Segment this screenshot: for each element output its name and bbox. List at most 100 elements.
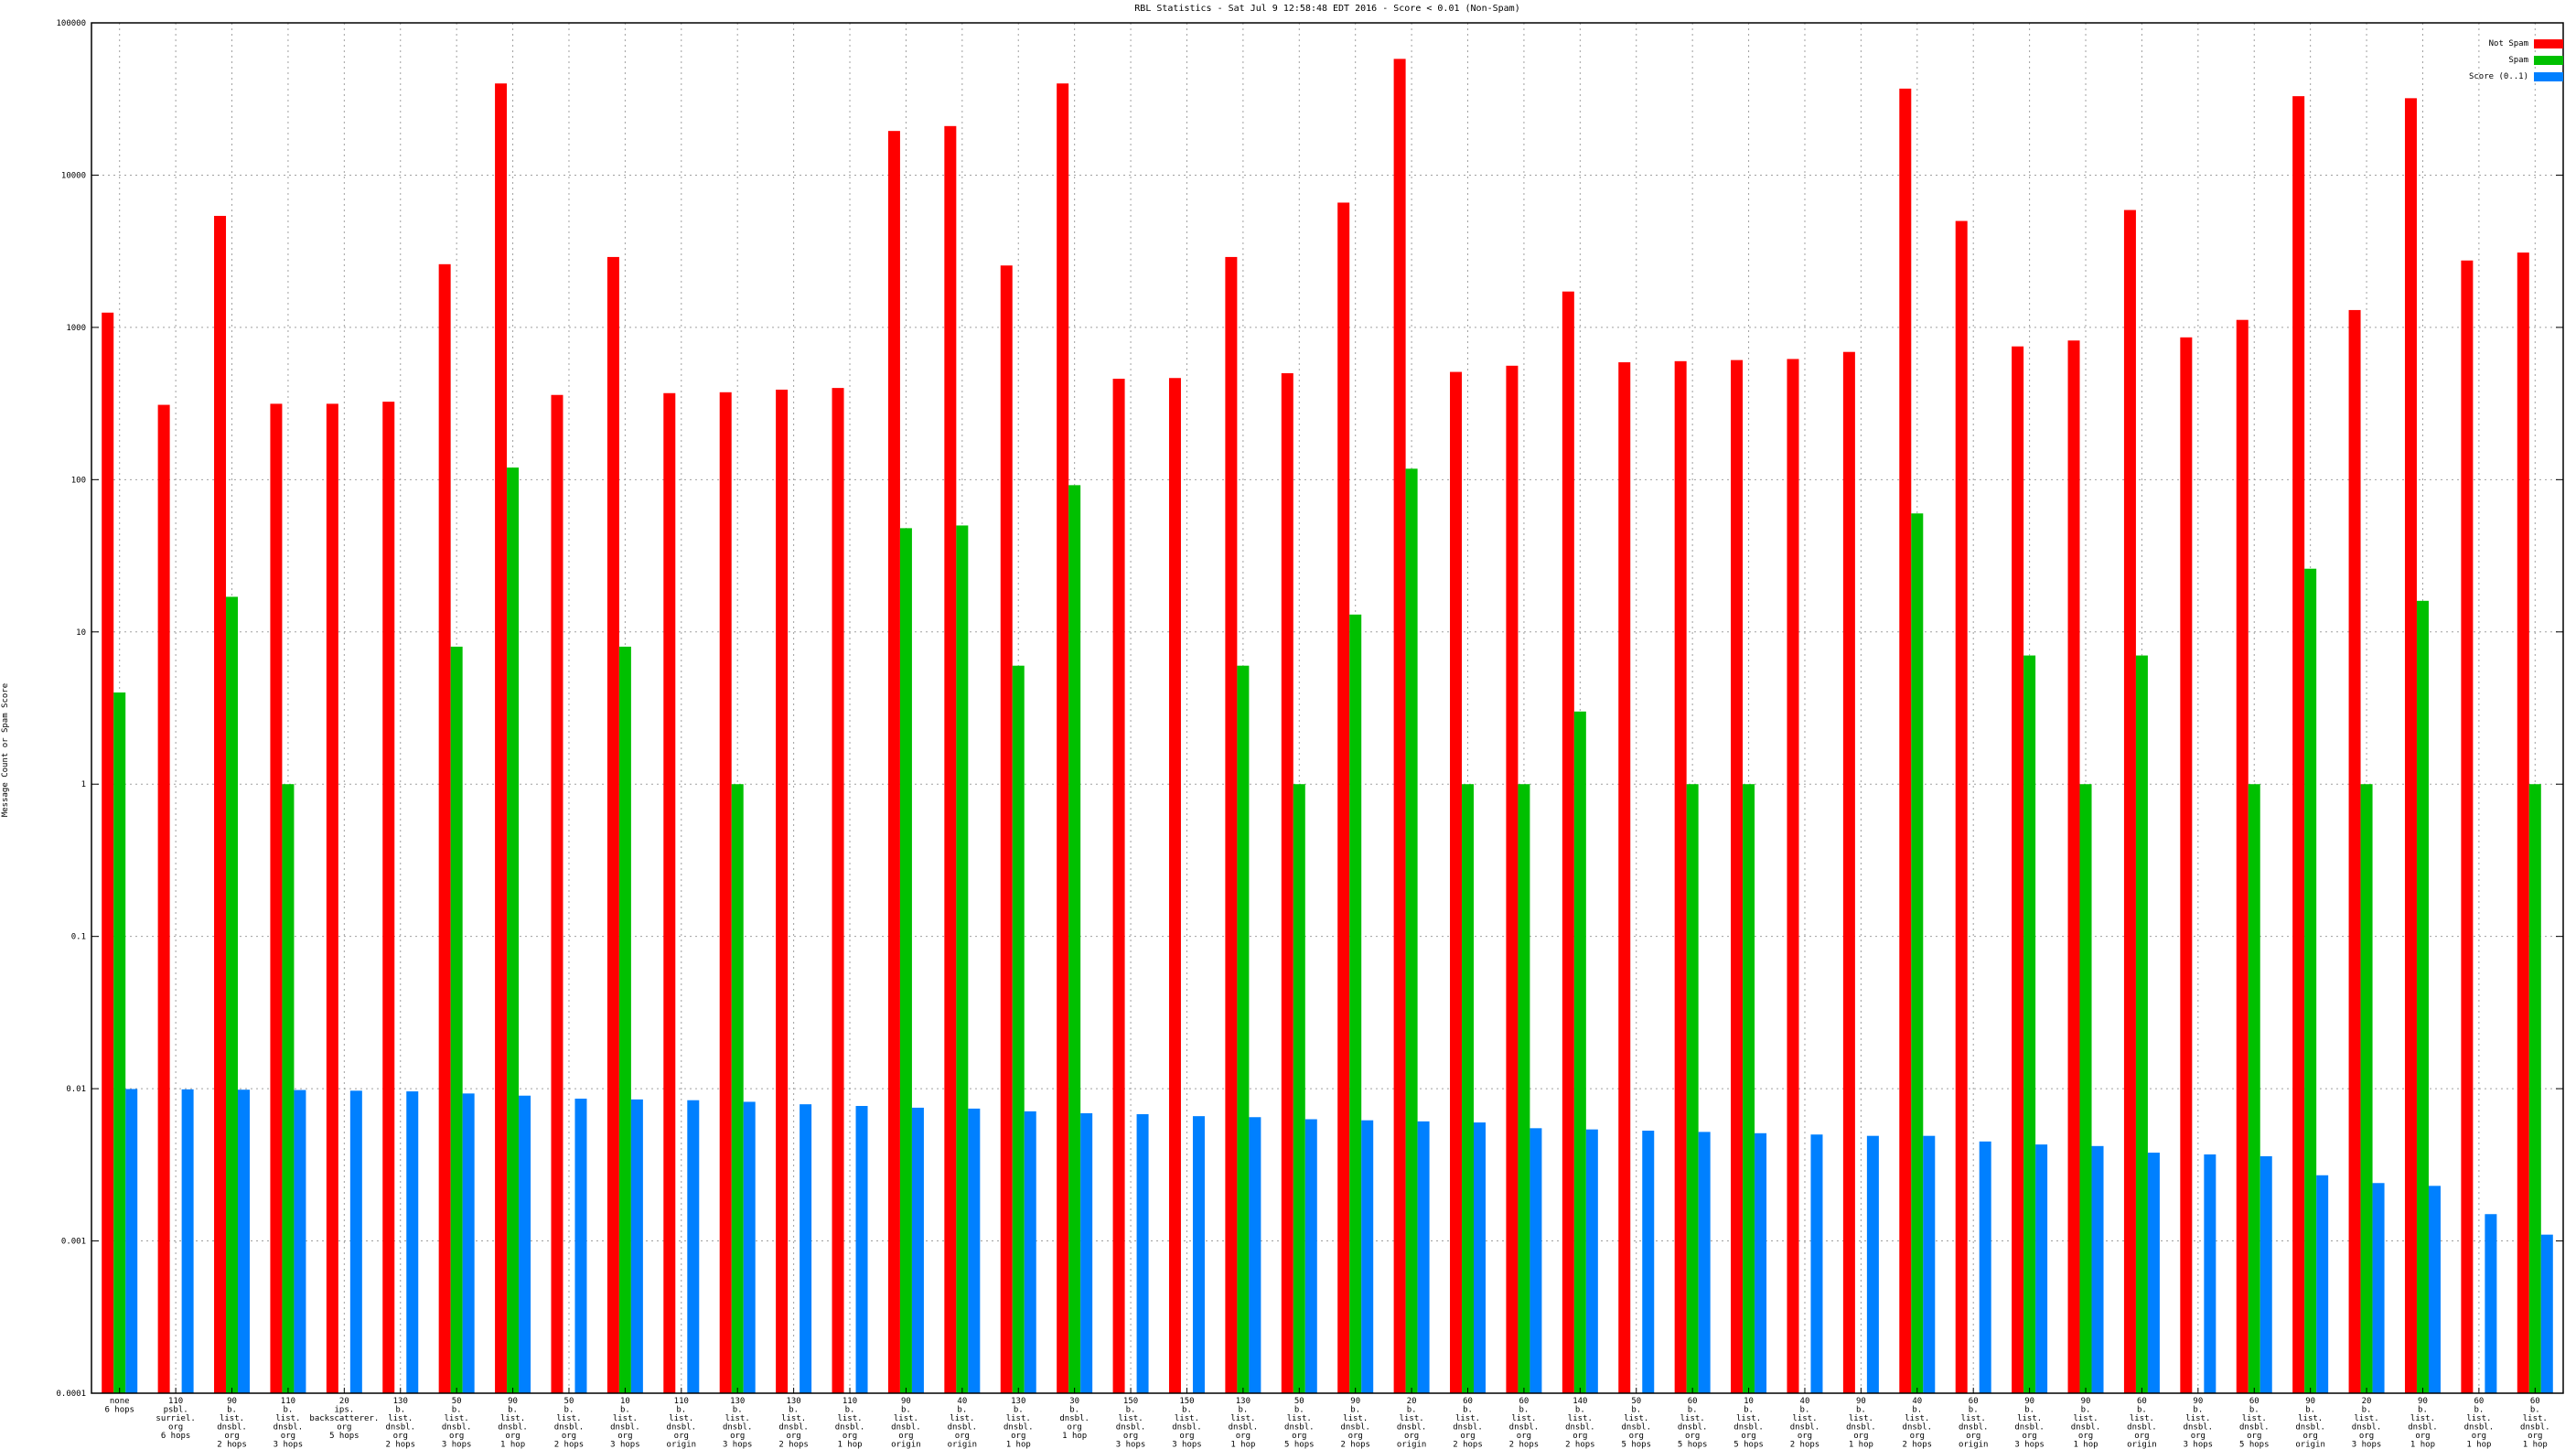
bar-not-spam	[2348, 309, 2361, 1394]
bar-not-spam	[1674, 360, 1687, 1393]
x-category-label-line: org	[281, 1432, 295, 1441]
x-category-label-line: 50	[1294, 1397, 1304, 1406]
x-category-label-line: list.	[556, 1414, 581, 1423]
bar-score-0-1	[2372, 1183, 2385, 1393]
x-category-label-line: org	[2022, 1432, 2036, 1441]
bar-score-0-1	[2035, 1144, 2048, 1393]
x-category-label: 60 b. list. dnsbl. org 1 hop	[2520, 1397, 2550, 1449]
y-axis-ticks: 0.0001 0.001 0.01 0.1 1 10 100 1000 10000 100000	[56, 19, 2563, 1399]
bar-score-0-1	[855, 1106, 868, 1393]
x-category-label: 140 b. list. dnsbl. org 2 hops	[1565, 1397, 1595, 1449]
x-category-label-line: org	[168, 1423, 183, 1433]
x-category-label: 60 b. list. dnsbl. org 1 hop	[2464, 1397, 2495, 1449]
bar-score-0-1	[181, 1089, 194, 1393]
x-category-label-line: org	[337, 1423, 351, 1433]
bar-spam	[1686, 784, 1699, 1393]
x-category-label: 40 b. list. dnsbl. org 2 hops	[1903, 1397, 1933, 1449]
x-category-label-line: dnsbl.	[217, 1423, 247, 1433]
bar-spam	[899, 528, 912, 1393]
bar-spam	[1405, 468, 1418, 1393]
y-tick-label: 100	[71, 476, 86, 485]
x-category-label-line: 1 hop	[1849, 1441, 1873, 1449]
y-tick-label: 0.1	[71, 933, 86, 942]
x-category-label-line: psbl.	[164, 1406, 188, 1415]
bar-spam	[1293, 784, 1305, 1393]
x-category-label: 110 psbl. surriel. org 6 hops	[156, 1397, 195, 1441]
x-category-label-line: 3 hops	[2352, 1441, 2382, 1449]
bar-not-spam	[1281, 372, 1293, 1393]
bar-score-0-1	[1979, 1141, 1991, 1393]
x-category-label-line: 2 hops	[554, 1441, 585, 1449]
x-category-label-line: org	[1123, 1432, 1138, 1441]
bar-score-0-1	[1249, 1117, 1261, 1393]
x-category-label-line: 10	[620, 1397, 630, 1406]
x-category-label-line: 2 hops	[217, 1441, 247, 1449]
x-category-label-line: org	[2078, 1432, 2093, 1441]
bars	[102, 59, 2553, 1394]
x-category-label-line: dnsbl.	[1172, 1423, 1202, 1433]
bar-spam	[2248, 784, 2260, 1393]
x-category-label-line: none	[110, 1397, 130, 1406]
x-category-label-line: 10	[1744, 1397, 1754, 1406]
x-category-label-line: 5 hops	[1284, 1441, 1315, 1449]
x-category-label-line: 90	[2305, 1397, 2315, 1406]
bar-spam	[1462, 784, 1475, 1393]
x-category-label-line: org	[505, 1432, 520, 1441]
x-category-label-line: 130	[1011, 1397, 1025, 1406]
x-category-label-line: b.	[1350, 1406, 1360, 1415]
bar-spam	[2528, 784, 2541, 1393]
bar-score-0-1	[1024, 1111, 1036, 1393]
bar-spam	[1911, 513, 1924, 1393]
x-category-label-line: 60	[2249, 1397, 2259, 1406]
x-category-label: 150 b. list. dnsbl. org 3 hops	[1172, 1397, 1202, 1449]
x-category-label-line: dnsbl.	[1565, 1423, 1595, 1433]
x-category-label-line: 2 hops	[778, 1441, 809, 1449]
bar-not-spam	[214, 215, 227, 1393]
x-category-label: 60 b. list. dnsbl. org 5 hops	[1678, 1397, 1708, 1449]
x-category-label: 90 b. list. dnsbl. org origin	[891, 1397, 921, 1449]
x-category-label-line: dnsbl.	[1733, 1423, 1764, 1433]
x-category-label-line: org	[1572, 1432, 1587, 1441]
x-category-label-line: list.	[500, 1414, 525, 1423]
y-tick-label: 10000	[61, 171, 86, 180]
x-category-label-line: dnsbl.	[2352, 1423, 2382, 1433]
x-category-label-line: org	[955, 1432, 970, 1441]
x-category-label-line: list.	[1736, 1414, 1761, 1423]
x-category-label-line: org	[1292, 1432, 1306, 1441]
x-category-label-line: b.	[1744, 1406, 1754, 1415]
x-category-label-line: list.	[1961, 1414, 1986, 1423]
x-category-label-line: dnsbl.	[2464, 1423, 2495, 1433]
x-category-label-line: b.	[620, 1406, 630, 1415]
x-category-label-line: 60	[2474, 1397, 2484, 1406]
bar-not-spam	[1450, 371, 1463, 1393]
legend-label-spam: Spam	[2508, 56, 2528, 65]
x-category-label-line: 140	[1572, 1397, 1587, 1406]
x-category-label: 10 b. list. dnsbl. org 5 hops	[1733, 1397, 1764, 1449]
x-category-label: 110 b. list. dnsbl. org 1 hop	[835, 1397, 865, 1449]
x-category-label-line: 110	[281, 1397, 295, 1406]
bar-not-spam	[382, 402, 395, 1393]
x-category-label-line: b.	[1238, 1406, 1248, 1415]
bar-not-spam	[887, 131, 900, 1393]
bar-not-spam	[157, 404, 170, 1393]
x-category-label-line: 60	[2137, 1397, 2147, 1406]
x-category-label-line: org	[1517, 1432, 1531, 1441]
x-category-label-line: list.	[2298, 1414, 2323, 1423]
x-category-label-line: 130	[393, 1397, 408, 1406]
bar-not-spam	[776, 389, 789, 1394]
bar-score-0-1	[2091, 1145, 2104, 1393]
bar-score-0-1	[2540, 1234, 2553, 1393]
x-category-label-line: 2 hops	[1453, 1441, 1483, 1449]
x-category-label: 90 b. list. dnsbl. org 1 hop	[2408, 1397, 2438, 1449]
x-category-label-line: org	[674, 1432, 689, 1441]
x-category-label-line: 1 hop	[2466, 1441, 2491, 1449]
bar-not-spam	[1000, 265, 1013, 1393]
x-category-label-line: b.	[1294, 1406, 1304, 1415]
x-category-label-line: b.	[2362, 1406, 2372, 1415]
x-category-label-line: list.	[2017, 1414, 2042, 1423]
legend-swatch-spam	[2534, 56, 2563, 65]
bar-not-spam	[1393, 59, 1406, 1393]
x-category-label: 90 b. list. dnsbl. org 2 hops	[217, 1397, 247, 1449]
bar-not-spam	[1618, 362, 1631, 1393]
bar-score-0-1	[462, 1093, 475, 1393]
